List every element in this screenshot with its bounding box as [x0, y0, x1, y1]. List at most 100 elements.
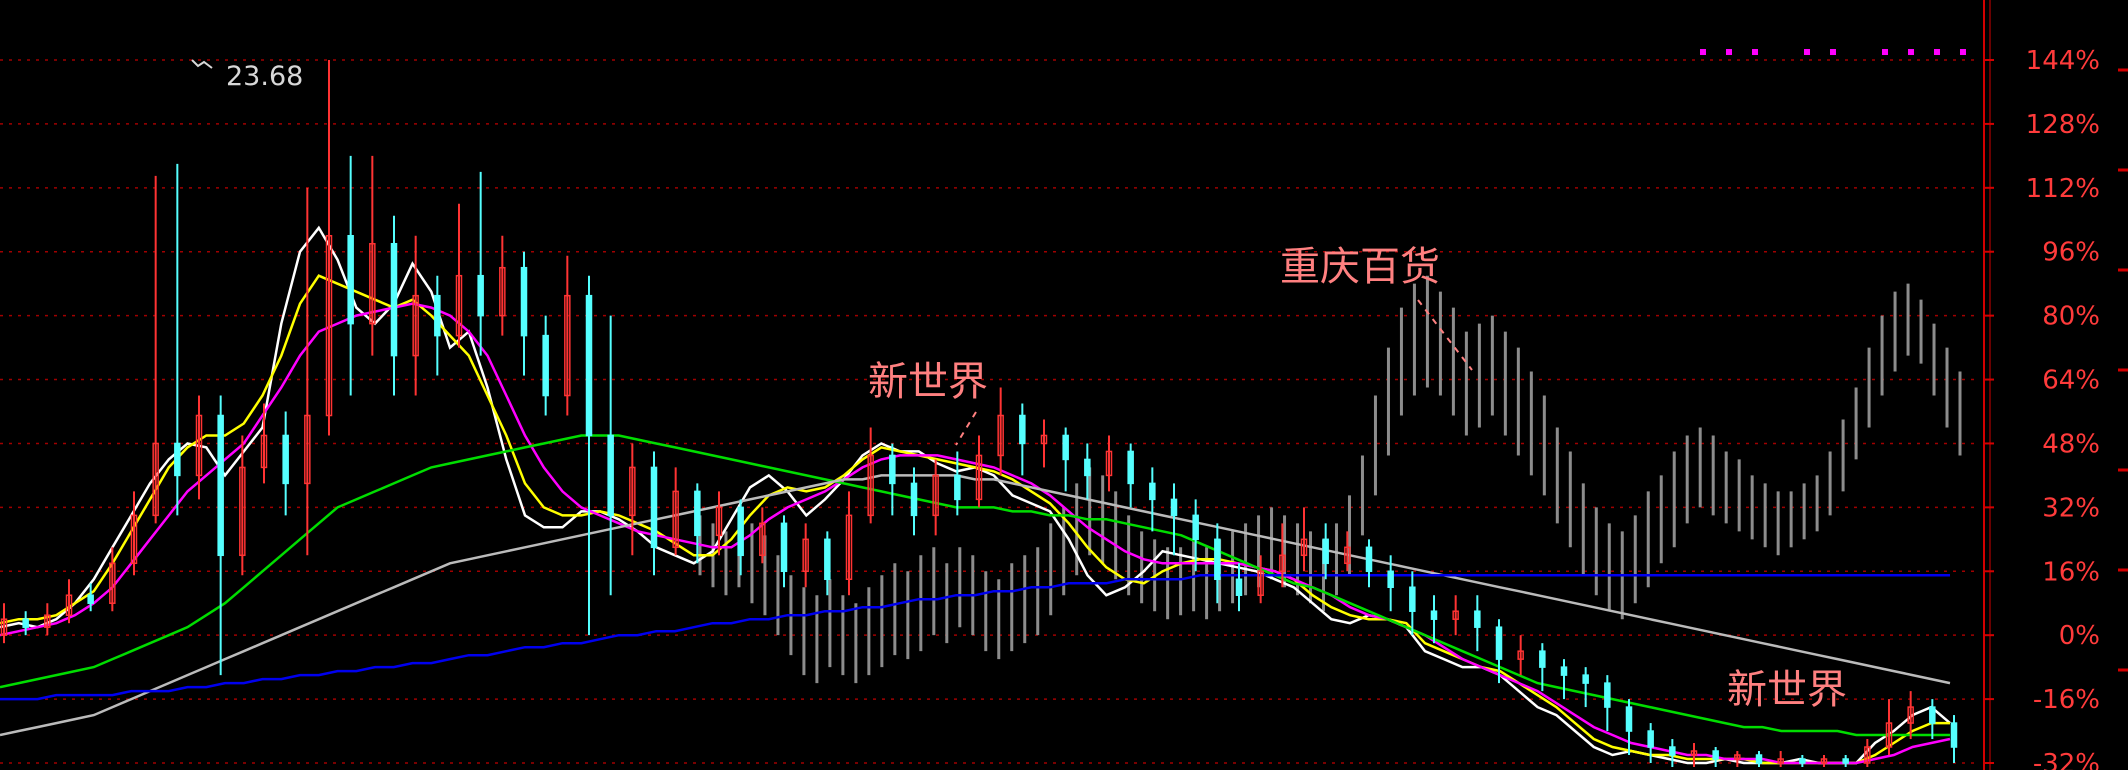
- candle-body: [737, 506, 744, 557]
- candle-body: [845, 514, 853, 581]
- candle-body: [1365, 546, 1373, 573]
- candle-body: [1149, 482, 1156, 501]
- candle-body: [1777, 758, 1784, 764]
- annotation-label: 新世界: [868, 359, 988, 405]
- candle-body: [1647, 730, 1654, 748]
- ma5-line: [0, 225, 1951, 765]
- signal-dot: [1830, 49, 1836, 56]
- candle-body: [44, 614, 51, 628]
- y-tick-label: -32%: [2033, 749, 2100, 770]
- signal-dot: [1700, 49, 1706, 56]
- grid-lines: [0, 59, 1980, 764]
- candle-body: [369, 242, 376, 325]
- candle-body: [152, 442, 159, 517]
- y-tick-label: 0%: [2059, 621, 2100, 651]
- candle-body: [1214, 538, 1221, 581]
- candlestick-bars: [0, 60, 1958, 767]
- candle-body: [304, 414, 311, 485]
- candle-body: [1127, 450, 1134, 485]
- candle-body: [1604, 682, 1611, 708]
- y-tick-label: 64%: [2042, 366, 2100, 396]
- annotation-leader: [955, 411, 977, 446]
- candle-body: [1517, 650, 1524, 660]
- candle-body: [347, 235, 354, 325]
- candle-body: [694, 490, 701, 537]
- candle-body: [1560, 666, 1568, 676]
- candle-body: [1474, 610, 1481, 628]
- candle-body: [434, 294, 441, 337]
- candle-body: [195, 414, 203, 477]
- candle-body: [759, 522, 766, 557]
- candle-body: [1864, 746, 1871, 764]
- candle-body: [1019, 414, 1026, 445]
- candle-body: [0, 618, 8, 636]
- candle-body: [174, 442, 181, 477]
- candle-body: [1669, 746, 1676, 756]
- candle-body: [715, 506, 723, 537]
- y-tick-label: 32%: [2042, 493, 2100, 523]
- candle-body: [867, 454, 874, 517]
- candle-body: [997, 414, 1004, 457]
- candle-body: [282, 434, 289, 485]
- candle-body: [1279, 554, 1286, 573]
- candle-body: [802, 538, 809, 573]
- y-tick-label: 144%: [2026, 46, 2100, 76]
- signal-dots: [1700, 49, 1966, 56]
- y-tick-label: 80%: [2042, 302, 2100, 332]
- candle-body: [1409, 586, 1416, 612]
- y-tick-label: -16%: [2033, 685, 2100, 715]
- candle-body: [130, 514, 138, 565]
- y-tick-label: 112%: [2026, 174, 2100, 204]
- y-tick-label: 128%: [2026, 110, 2100, 140]
- candle-body: [1582, 674, 1589, 684]
- peak-price-label: 23.68: [226, 61, 303, 92]
- candle-body: [629, 466, 636, 517]
- y-tick-label: 16%: [2042, 557, 2100, 587]
- candle-body: [1452, 610, 1459, 620]
- candle-body: [87, 594, 94, 604]
- candle-body: [1539, 650, 1546, 668]
- candle-body: [260, 434, 268, 469]
- signal-dot: [1960, 49, 1966, 56]
- candle-body: [954, 474, 961, 501]
- candle-body: [824, 538, 831, 581]
- signal-dot: [1908, 49, 1914, 56]
- candle-body: [585, 294, 593, 437]
- candle-body: [910, 482, 918, 517]
- candle-body: [1495, 626, 1503, 660]
- annotation-label: 重庆百货: [1280, 244, 1440, 290]
- candle-body: [1950, 722, 1958, 748]
- candle-body: [1734, 754, 1741, 760]
- annotation-leader: [1417, 299, 1473, 371]
- candle-body: [1170, 498, 1178, 517]
- candle-body: [1799, 758, 1806, 764]
- ma20-line: [0, 302, 1951, 765]
- candle-body: [607, 434, 614, 517]
- candle-body: [499, 266, 506, 317]
- candle-body: [239, 466, 246, 557]
- ma60-line: [0, 434, 1950, 737]
- y-tick-label: 96%: [2042, 238, 2100, 268]
- candle-body: [1690, 750, 1698, 756]
- candle-body: [1344, 546, 1351, 565]
- candle-body: [520, 266, 528, 337]
- candle-body: [1885, 722, 1893, 748]
- candle-body: [542, 334, 549, 397]
- candle-body: [1820, 758, 1828, 764]
- candle-body: [455, 274, 463, 337]
- comparison-stock-bars: [698, 275, 1962, 684]
- annotation-label: 新世界: [1727, 667, 1847, 713]
- peak-marker: [191, 59, 213, 69]
- candle-body: [1192, 514, 1199, 541]
- candle-body: [477, 274, 484, 317]
- signal-dot: [1804, 49, 1810, 56]
- candle-body: [1712, 750, 1719, 760]
- candle-body: [217, 414, 224, 557]
- candle-body: [390, 242, 398, 357]
- right-price-axis: 144% 128% 112% 96% 80% 64% 48% 32% 16% 0% -16% -32%: [1983, 0, 2128, 770]
- candle-body: [1105, 450, 1113, 477]
- candle-body: [1040, 434, 1048, 445]
